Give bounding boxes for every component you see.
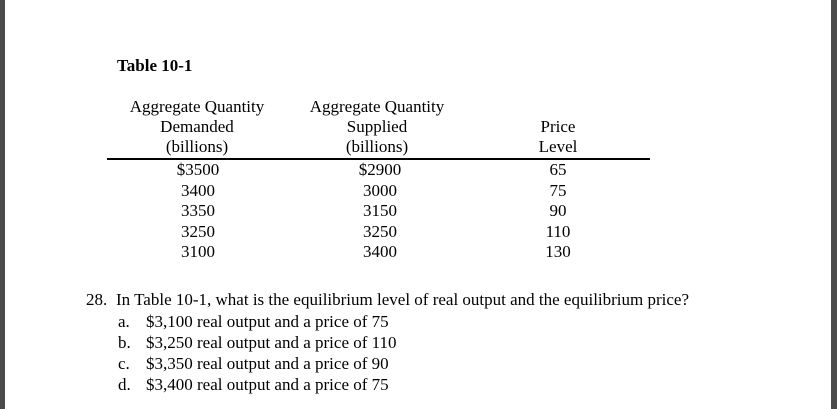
table-cell: 3250 — [363, 221, 397, 241]
question-stem: 28. In Table 10-1, what is the equilibriu… — [86, 290, 689, 310]
table-title: Table 10-1 — [117, 56, 193, 75]
table-cell: 3000 — [363, 180, 397, 200]
table-cell: 3400 — [181, 180, 215, 200]
option-letter: a. — [118, 312, 130, 331]
question-text: In Table 10-1, what is the equilibrium l… — [116, 290, 690, 309]
column-demanded: $3500 3400 3350 3250 3100 — [148, 160, 248, 263]
header-line: Supplied — [346, 117, 408, 136]
table-cell: 3400 — [363, 242, 397, 261]
table-cell: 3100 — [181, 242, 215, 261]
table-cell: 3250 — [181, 221, 215, 241]
option-letter: d. — [118, 375, 131, 394]
question-number: 28. — [86, 290, 108, 309]
table-cell: 130 — [545, 242, 571, 261]
table-cell: $2900 — [358, 160, 402, 179]
column-price: 65 75 90 110 130 — [522, 160, 594, 263]
window-edge-left — [0, 0, 5, 409]
header-line: Demanded — [160, 117, 234, 136]
scrollbar-track[interactable] — [831, 0, 837, 409]
column-supplied: $2900 3000 3150 3250 3400 — [330, 160, 430, 263]
option-letter: c. — [118, 354, 130, 373]
answer-option-a: a. $3,100 real output and a price of 75 — [118, 311, 397, 332]
answer-option-b: b. $3,250 real output and a price of 110 — [118, 332, 397, 353]
header-price-level: Price Level — [522, 117, 594, 157]
table-cell: 3150 — [363, 201, 397, 220]
header-line: Aggregate Quantity — [129, 97, 265, 116]
table-cell: 75 — [549, 180, 567, 200]
answer-option-c: c. $3,350 real output and a price of 90 — [118, 353, 397, 374]
option-text: $3,250 real output and a price of 110 — [146, 333, 397, 352]
table-cell: 110 — [545, 221, 571, 241]
option-text: $3,100 real output and a price of 75 — [146, 312, 389, 331]
answer-option-d: d. $3,400 real output and a price of 75 — [118, 374, 397, 395]
header-line: (billions) — [345, 137, 409, 156]
header-line: Price — [540, 117, 576, 136]
header-aggregate-supplied: Aggregate Quantity Supplied (billions) — [296, 97, 458, 157]
header-line: Level — [538, 137, 578, 156]
table-cell: $3500 — [176, 160, 220, 179]
header-aggregate-demanded: Aggregate Quantity Demanded (billions) — [118, 97, 276, 157]
answer-options: a. $3,100 real output and a price of 75 b… — [118, 311, 397, 395]
header-line: Aggregate Quantity — [309, 97, 445, 116]
table-cell: 3350 — [181, 201, 215, 220]
option-text: $3,400 real output and a price of 75 — [146, 375, 389, 394]
table-cell: 90 — [549, 201, 567, 220]
option-letter: b. — [118, 333, 131, 352]
header-rule — [107, 158, 650, 160]
option-text: $3,350 real output and a price of 90 — [146, 354, 389, 373]
header-line: (billions) — [165, 137, 229, 156]
table-cell: 65 — [549, 160, 567, 179]
